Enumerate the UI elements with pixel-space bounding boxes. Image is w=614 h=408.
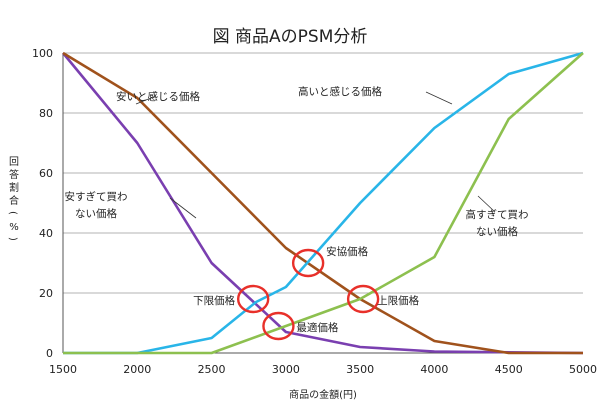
y-tick-label-0: 0 (46, 347, 53, 360)
annotation-label-3: 上限価格 (377, 294, 419, 307)
y-tick-labels: 0 20 40 60 80 100 (32, 47, 53, 360)
y-axis-title-char: 回 (9, 156, 19, 168)
series-label-4: 高すぎて買わ (466, 208, 529, 221)
y-tick-label-40: 40 (39, 227, 53, 240)
x-tick-label-4000: 4000 (420, 363, 448, 376)
series-line-3 (63, 51, 584, 355)
series-label-leader-3 (425, 91, 453, 105)
y-tick-label-100: 100 (32, 47, 53, 60)
series-label-1: 安すぎて買わ (65, 190, 128, 203)
y-axis-title-char: ( (7, 211, 18, 215)
y-axis-title-char: 答 (9, 168, 19, 181)
x-tick-label-3500: 3500 (346, 363, 374, 376)
y-tick-label-60: 60 (39, 167, 53, 180)
x-tick-label-2000: 2000 (123, 363, 151, 376)
series-label-leader-1 (169, 197, 197, 219)
chart-title: 図 商品AのPSM分析 (213, 27, 368, 47)
annotation-label-2: 下限価格 (193, 294, 235, 307)
annotation-circle-4 (262, 311, 295, 341)
x-tick-label-1500: 1500 (49, 363, 77, 376)
series-line-2 (62, 51, 583, 355)
y-axis-title-char: ) (7, 237, 18, 241)
series-label-leader-2 (135, 95, 157, 105)
x-tick-label-3000: 3000 (272, 363, 300, 376)
x-tick-labels: 1500 2000 2500 3000 3500 4000 4500 5000 (49, 363, 597, 376)
y-tick-label-80: 80 (39, 107, 53, 120)
series-line-4 (63, 52, 584, 355)
y-tick-label-20: 20 (39, 287, 53, 300)
annotation-circle-2 (236, 284, 270, 314)
y-axis-title-char: 合 (9, 194, 19, 207)
series-label-4: ない価格 (476, 225, 518, 238)
series-line-1 (61, 52, 584, 355)
x-tick-label-2500: 2500 (198, 363, 226, 376)
series-label-2: 安いと感じる価格 (116, 90, 200, 103)
x-axis-title: 商品の金額(円) (289, 388, 357, 401)
x-tick-label-5000: 5000 (569, 363, 597, 376)
annotation-circle-3 (346, 284, 380, 314)
grid-lines (63, 52, 583, 294)
x-tick-label-4500: 4500 (495, 363, 523, 376)
annotation-label-4: 最適価格 (296, 321, 338, 334)
series-label-leader-4 (477, 195, 496, 213)
series-label-1: ない価格 (75, 207, 117, 220)
annotation-label-1: 安協価格 (326, 245, 368, 258)
series-label-3: 高いと感じる価格 (298, 85, 382, 98)
y-axis-title-char: 割 (9, 181, 19, 194)
y-axis-title-char: % (9, 222, 19, 233)
annotation-circle-1 (291, 248, 325, 278)
series-lines (61, 51, 584, 355)
